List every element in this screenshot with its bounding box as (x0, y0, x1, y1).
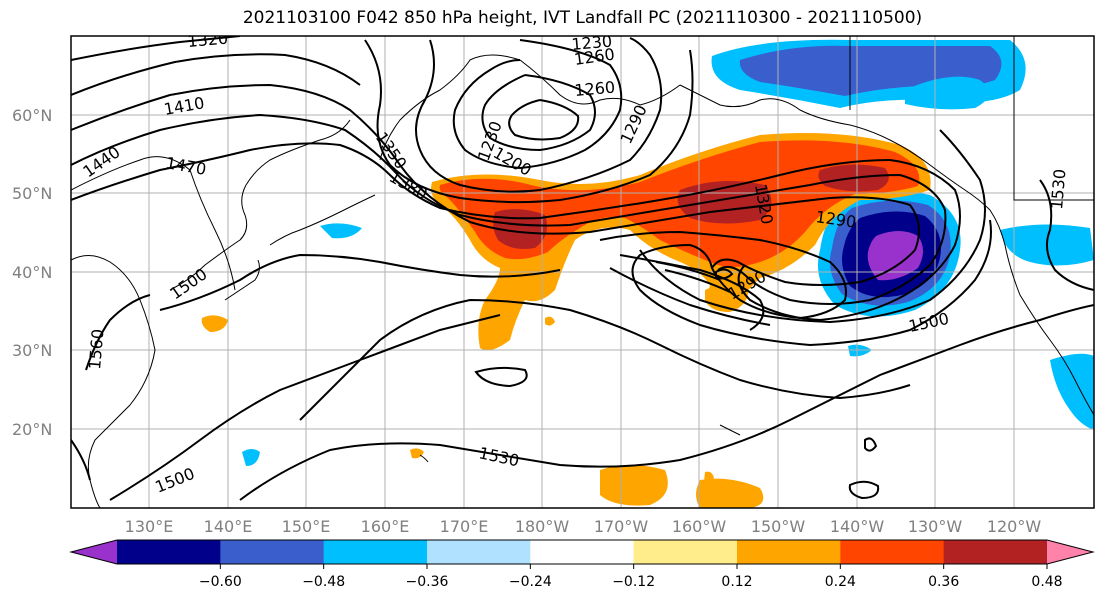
contour-label: 1320 (187, 29, 229, 51)
colorbar-tick-label: 0.12 (721, 574, 752, 590)
colorbar-outline (69, 539, 1095, 565)
lat-label: 50°N (12, 184, 52, 203)
lon-label: 170°E (440, 517, 489, 536)
lat-label: 40°N (12, 263, 52, 282)
colorbar-tick-label: −0.24 (509, 574, 552, 590)
colorbar-bin (323, 540, 428, 564)
map-frame (70, 35, 1095, 509)
lon-label: 170°W (594, 517, 649, 536)
colorbar: −0.60 −0.48 −0.36 −0.24 −0.12 0.12 0.24 0.36 0.4… (69, 539, 1095, 590)
colorbar-bin (840, 540, 945, 564)
colorbar-extend-min (71, 540, 117, 564)
colorbar-bin (943, 540, 1048, 564)
colorbar-bin (737, 540, 841, 564)
lon-label: 150°E (282, 517, 331, 536)
contour-label: 1560 (85, 328, 107, 370)
coastlines (71, 36, 1094, 508)
lon-label: 160°E (361, 517, 410, 536)
colorbar-bin (220, 540, 325, 564)
colorbar-tick-label: −0.36 (406, 574, 449, 590)
lat-labels: 60°N 50°N 40°N 30°N 20°N (12, 106, 52, 439)
contour-label: 1530 (1047, 168, 1069, 210)
colorbar-tick-label: −0.48 (302, 574, 345, 590)
lon-label: 140°E (204, 517, 253, 536)
lon-label: 130°E (125, 517, 174, 536)
lon-label: 120°W (987, 517, 1042, 536)
colorbar-tick-label: 0.48 (1031, 574, 1062, 590)
lat-label: 30°N (12, 341, 52, 360)
colorbar-tick-label: 0.24 (825, 574, 856, 590)
colorbar-bins (117, 540, 1048, 564)
lon-label: 130°W (908, 517, 963, 536)
contour-label: 1260 (574, 78, 616, 100)
colorbar-bin (530, 540, 635, 564)
colorbar-ticks: −0.60 −0.48 −0.36 −0.24 −0.12 0.12 0.24 0.36 0.4… (199, 564, 1063, 590)
lon-label: 160°W (672, 517, 727, 536)
lon-label: 150°W (751, 517, 806, 536)
colorbar-bin (633, 540, 738, 564)
colorbar-tick-label: −0.60 (199, 574, 242, 590)
colorbar-tick-label: −0.12 (612, 574, 655, 590)
colorbar-extend-max (1047, 540, 1093, 564)
lon-label: 180°W (515, 517, 570, 536)
colorbar-tick-label: 0.36 (928, 574, 959, 590)
colorbar-bin (427, 540, 531, 564)
height-contours (71, 36, 1094, 501)
colorbar-bin (117, 540, 221, 564)
lat-label: 20°N (12, 420, 52, 439)
ivt-negative-shading (242, 39, 1094, 466)
contour-label: 1230 (571, 32, 613, 54)
lon-labels: 130°E 140°E 150°E 160°E 170°E 180°W 170°… (125, 517, 1042, 536)
map-title: 2021103100 F042 850 hPa height, IVT Land… (242, 8, 923, 28)
graticule (71, 36, 1094, 508)
lon-label: 140°W (830, 517, 885, 536)
lat-label: 60°N (12, 106, 52, 125)
